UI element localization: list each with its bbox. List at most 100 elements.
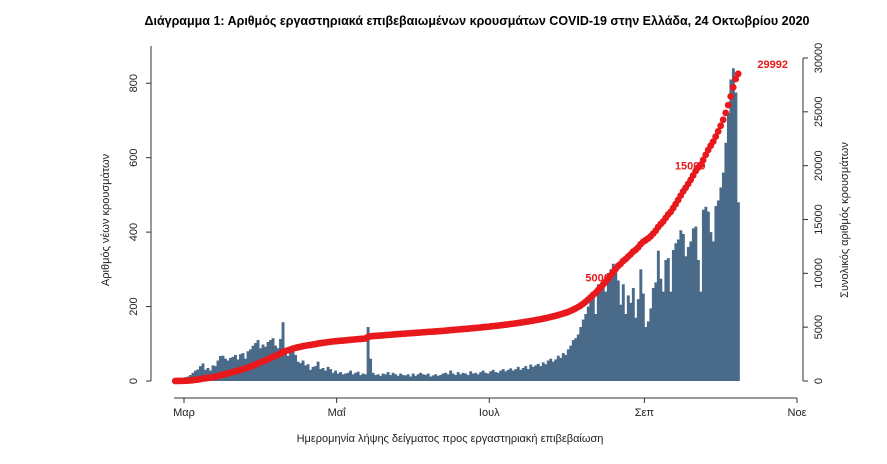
daily-cases-bar: [434, 374, 438, 381]
daily-cases-bar: [596, 284, 600, 381]
daily-cases-bar: [356, 371, 360, 381]
daily-cases-bar: [224, 358, 227, 381]
cumulative-cases-point: [712, 133, 720, 140]
daily-cases-bar: [636, 299, 640, 381]
daily-cases-bar: [546, 360, 550, 381]
daily-cases-bar: [584, 314, 588, 381]
daily-cases-bar: [351, 374, 355, 381]
daily-cases-bar: [431, 375, 435, 381]
daily-cases-bar: [696, 260, 700, 381]
daily-cases-bar: [594, 314, 598, 381]
daily-cases-bar: [609, 269, 613, 381]
daily-cases-bar: [644, 327, 648, 381]
x-axis: Μαρ Μαΐ Ιουλ Σεπ Νοε: [173, 397, 807, 419]
daily-cases-bar: [719, 187, 723, 381]
left-y-axis: 0 200 400 600 800: [128, 46, 152, 384]
daily-cases-bar: [571, 340, 575, 381]
daily-cases-bar: [274, 345, 277, 381]
y-right-tick-label: 0: [813, 378, 825, 384]
right-y-axis: 0 5000 10000 15000 20000 25000 30000: [802, 43, 825, 384]
daily-cases-bar: [569, 345, 573, 381]
daily-cases-bar: [359, 375, 363, 381]
daily-cases-bar: [444, 372, 448, 381]
daily-cases-bar: [679, 230, 683, 381]
daily-cases-bar: [326, 366, 330, 381]
daily-cases-bar: [464, 373, 468, 381]
daily-cases-bar: [219, 356, 222, 381]
daily-cases-bar: [216, 360, 220, 381]
daily-cases-bar: [676, 239, 680, 381]
daily-cases-bar: [314, 366, 318, 381]
daily-cases-bar: [381, 373, 385, 381]
daily-cases-bar: [519, 369, 523, 381]
y-right-tick-label: 15000: [813, 204, 825, 235]
daily-cases-bar: [736, 202, 740, 381]
daily-cases-bar: [506, 369, 510, 381]
daily-cases-bar: [709, 232, 713, 381]
cumulative-cases-point: [699, 156, 707, 164]
cumulative-cases-point: [724, 101, 732, 109]
daily-cases-bar: [299, 363, 303, 381]
daily-cases-bar: [711, 241, 715, 381]
daily-cases-bar: [501, 369, 505, 381]
daily-cases-bar: [531, 366, 535, 381]
daily-cases-bar: [589, 300, 593, 381]
daily-cases-bar: [391, 372, 395, 381]
y-right-tick-label: 5000: [813, 315, 825, 339]
daily-cases-bar: [731, 68, 735, 381]
daily-cases-bar: [341, 374, 345, 381]
daily-cases-bar: [206, 367, 210, 381]
daily-cases-bar: [441, 373, 445, 381]
daily-cases-bar: [634, 317, 638, 381]
daily-cases-bar: [309, 369, 313, 381]
daily-cases-bar: [626, 295, 630, 381]
daily-cases-bar: [424, 375, 428, 381]
daily-cases-bar: [371, 372, 375, 381]
daily-cases-bar: [661, 291, 665, 381]
daily-cases-bar: [499, 370, 503, 381]
x-tick-label: Σεπ: [635, 407, 655, 419]
daily-cases-bar: [639, 269, 643, 381]
daily-cases-bar: [606, 273, 610, 381]
daily-cases-bar: [496, 372, 500, 381]
chart-title: Διάγραμμα 1: Αριθμός εργαστηριακά επιβεβ…: [144, 14, 809, 28]
daily-cases-bar: [611, 263, 615, 381]
daily-cases-bar: [296, 361, 300, 381]
daily-cases-bar: [426, 373, 430, 381]
daily-cases-bar: [554, 359, 558, 381]
daily-cases-bar: [649, 308, 653, 381]
daily-cases-bar: [686, 247, 690, 381]
daily-cases-bar: [521, 367, 525, 381]
daily-cases-bar: [436, 375, 440, 381]
daily-cases-bar: [664, 260, 668, 381]
cumulative-annotation-label: 15000: [675, 160, 706, 172]
daily-cases-bar: [491, 369, 495, 381]
daily-cases-bar: [706, 211, 710, 381]
daily-cases-bar: [684, 256, 688, 381]
daily-cases-bar: [481, 370, 485, 381]
daily-cases-bar: [529, 364, 533, 381]
daily-cases-bar: [449, 370, 453, 381]
y-right-tick-label: 30000: [813, 43, 825, 74]
daily-cases-bar: [369, 358, 373, 381]
daily-cases-bar: [339, 372, 343, 381]
daily-cases-bar: [196, 369, 200, 381]
y-left-tick-label: 400: [128, 223, 140, 241]
daily-cases-bar: [414, 375, 418, 381]
daily-cases-bar: [511, 370, 515, 381]
daily-cases-bar: [469, 371, 473, 381]
daily-cases-bar: [716, 200, 720, 381]
daily-cases-bar: [286, 355, 290, 381]
daily-cases-bar: [574, 338, 578, 381]
daily-cases-bar: [289, 352, 292, 381]
daily-cases-bar: [291, 349, 295, 381]
daily-cases-bar: [726, 113, 730, 381]
y-right-tick-label: 10000: [813, 258, 825, 289]
daily-cases-bar: [429, 376, 433, 381]
y-left-tick-label: 600: [128, 148, 140, 166]
cumulative-cases-point: [729, 83, 737, 91]
daily-cases-bar: [451, 373, 455, 381]
daily-cases-bar: [366, 327, 370, 381]
daily-cases-bar: [421, 374, 425, 381]
daily-cases-bar: [721, 172, 725, 381]
